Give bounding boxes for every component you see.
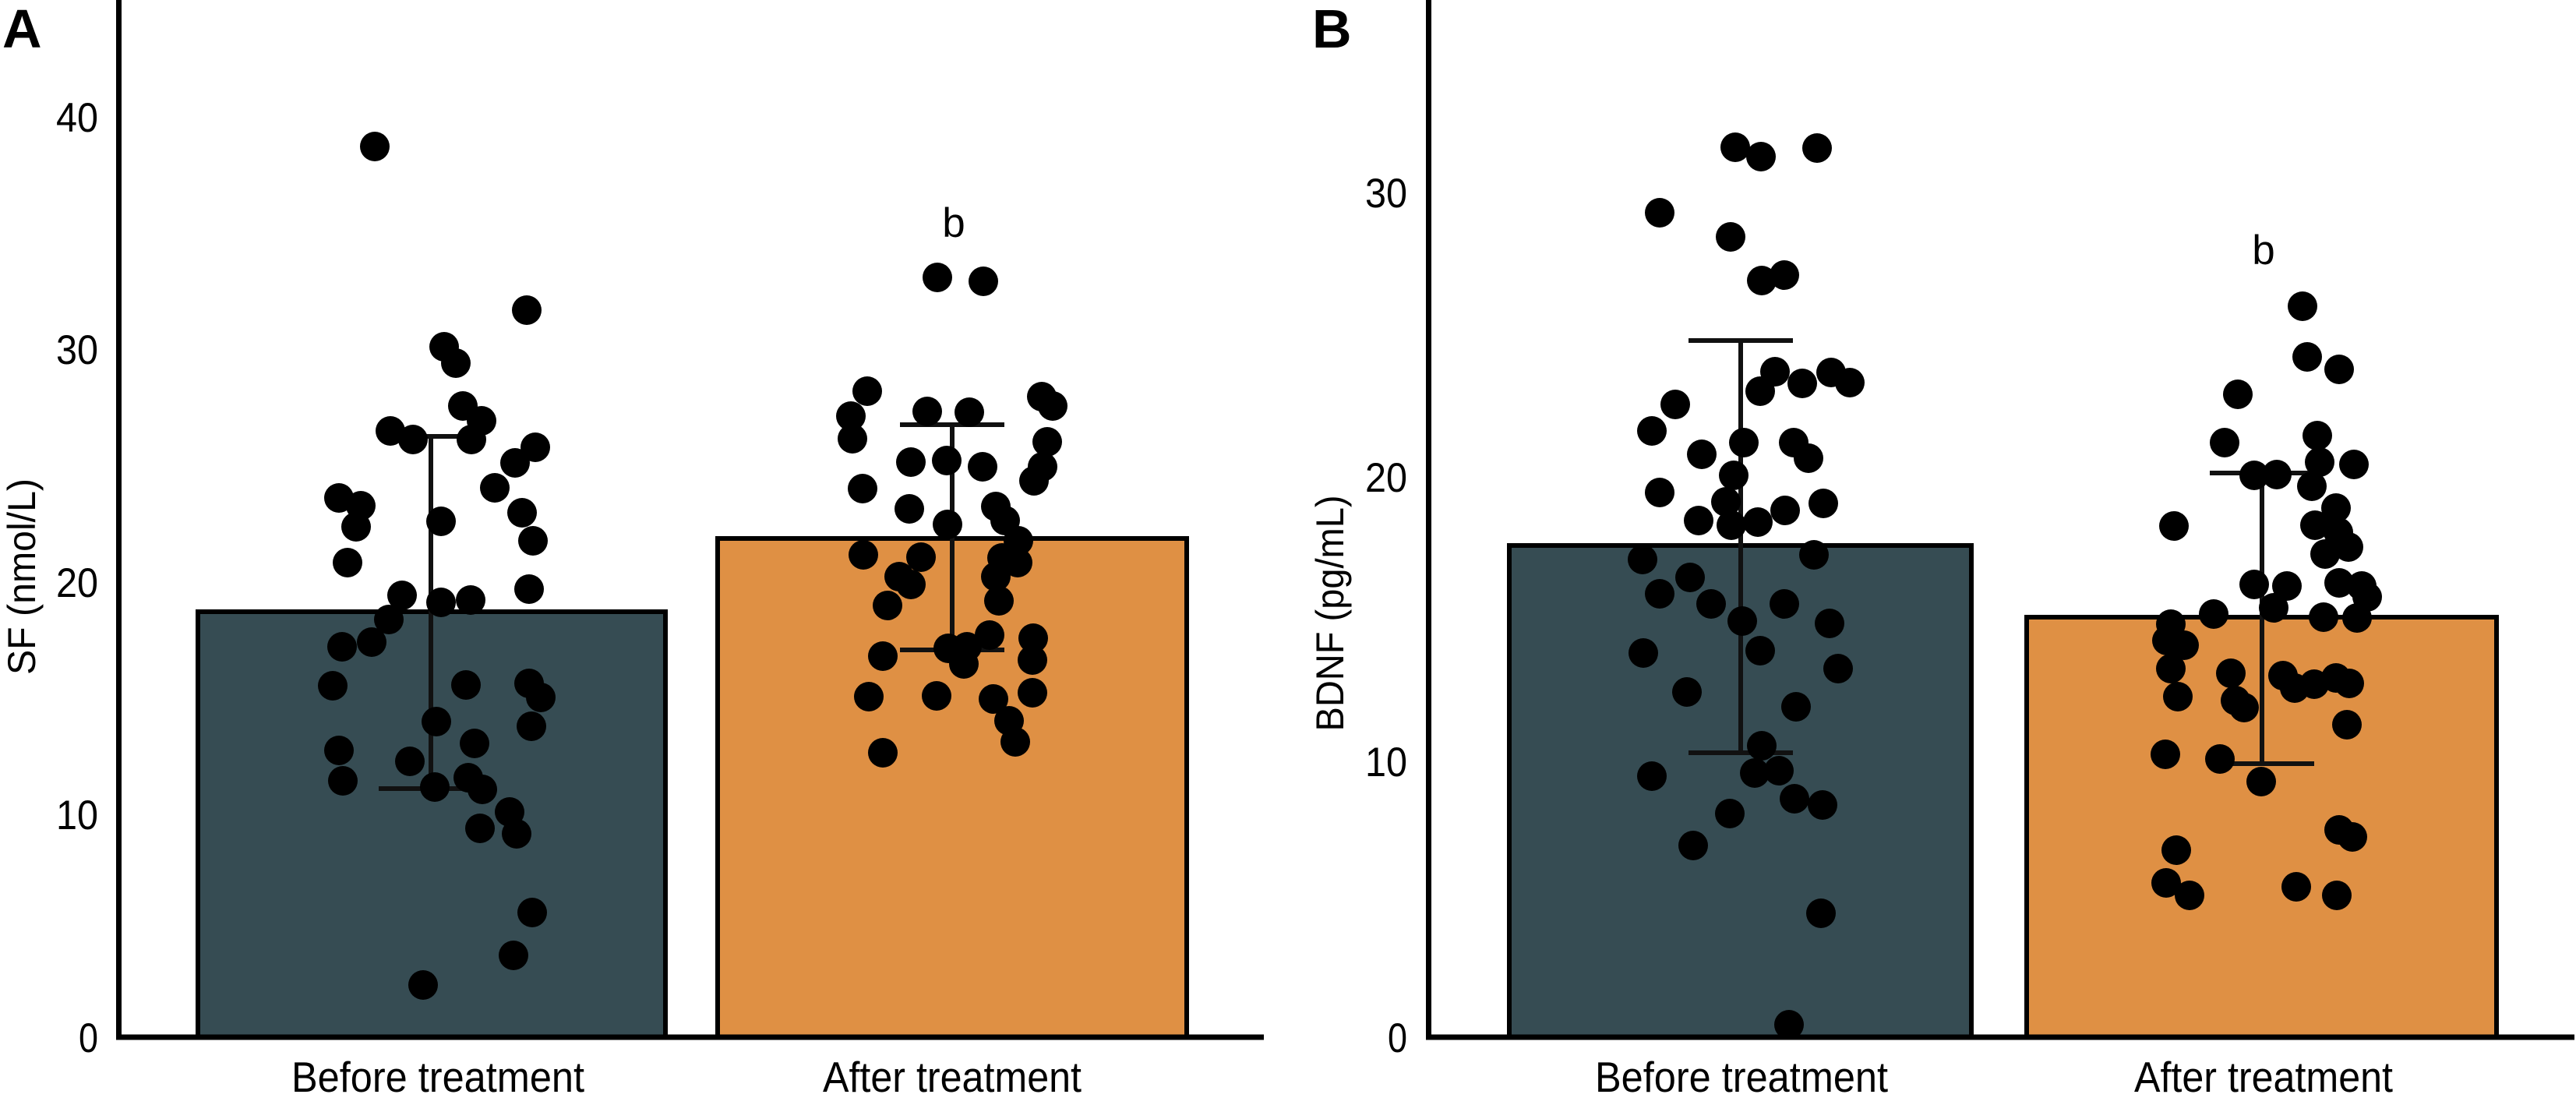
svg-text:10: 10 bbox=[56, 793, 98, 838]
svg-text:30: 30 bbox=[1365, 171, 1407, 217]
svg-text:Before treatment: Before treatment bbox=[291, 1053, 584, 1101]
svg-text:40: 40 bbox=[56, 95, 98, 141]
svg-text:b: b bbox=[2252, 228, 2274, 274]
svg-text:20: 20 bbox=[56, 560, 98, 606]
svg-text:SF (nmol/L): SF (nmol/L) bbox=[0, 478, 44, 675]
svg-text:b: b bbox=[942, 200, 965, 246]
svg-text:After treatment: After treatment bbox=[2134, 1053, 2393, 1101]
svg-text:20: 20 bbox=[1365, 455, 1407, 501]
svg-text:0: 0 bbox=[1388, 1015, 1407, 1061]
svg-text:0: 0 bbox=[79, 1015, 98, 1061]
svg-text:A: A bbox=[2, 0, 42, 59]
svg-text:10: 10 bbox=[1365, 740, 1407, 785]
svg-text:After treatment: After treatment bbox=[823, 1053, 1082, 1101]
svg-text:30: 30 bbox=[56, 327, 98, 373]
svg-text:Before treatment: Before treatment bbox=[1595, 1053, 1888, 1101]
svg-text:B: B bbox=[1312, 0, 1352, 59]
svg-text:BDNF (pg/mL): BDNF (pg/mL) bbox=[1308, 496, 1352, 732]
